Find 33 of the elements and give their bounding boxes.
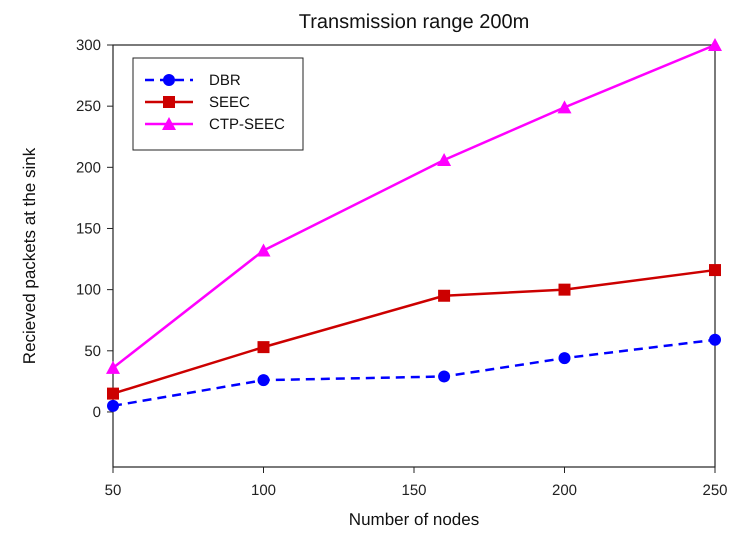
- legend-label: SEEC: [209, 94, 250, 111]
- y-tick-label: 50: [84, 342, 101, 360]
- y-tick-label: 0: [92, 404, 101, 421]
- point: [256, 243, 270, 256]
- y-tick-label: 200: [76, 159, 101, 176]
- point: [106, 360, 120, 374]
- point: [558, 352, 570, 364]
- point: [107, 388, 119, 400]
- x-tick-label: 50: [104, 482, 122, 499]
- x-axis-title: Number of nodes: [348, 510, 480, 529]
- y-tick-label: 150: [76, 220, 101, 238]
- point: [258, 341, 270, 354]
- y-axis-title: Recieved packets at the sink: [20, 147, 39, 364]
- point: [258, 374, 270, 386]
- point: [437, 152, 452, 166]
- point: [107, 400, 119, 412]
- y-tick-label: 250: [76, 98, 101, 116]
- x-tick-label: 100: [250, 482, 276, 499]
- point: [709, 264, 721, 276]
- point: [709, 334, 721, 346]
- legend-label: DBR: [209, 72, 241, 89]
- x-tick-label: 200: [552, 482, 578, 499]
- x-tick-label: 250: [702, 482, 728, 499]
- x-tick-label: 150: [401, 482, 427, 499]
- point: [558, 100, 572, 114]
- y-tick-label: 100: [76, 282, 101, 299]
- chart-title: Transmission range 200m: [298, 11, 530, 33]
- y-tick-label: 300: [76, 37, 101, 54]
- legend-label: CTP-SEEC: [209, 116, 286, 133]
- point: [438, 290, 450, 302]
- point: [558, 284, 570, 296]
- point: [438, 370, 450, 382]
- point: [708, 38, 722, 51]
